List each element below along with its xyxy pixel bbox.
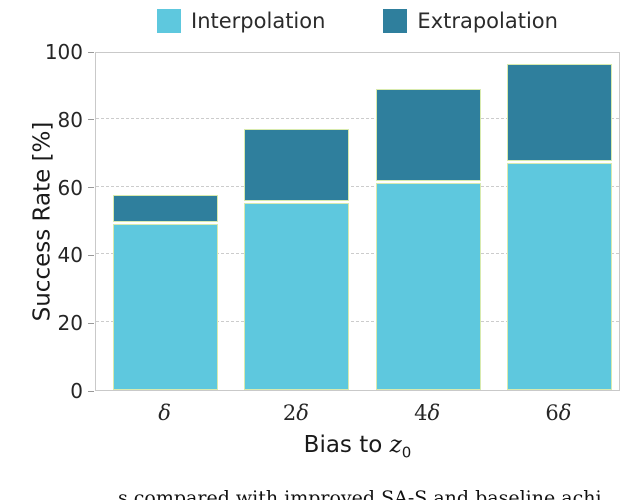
y-axis-title: Success Rate [%] <box>29 121 56 322</box>
gridline-y60 <box>96 185 619 187</box>
chart-legend: Interpolation Extrapolation <box>95 4 620 38</box>
y-tick-mark <box>88 187 94 188</box>
gridline-y20 <box>96 321 619 323</box>
x-axis-title-variable: z <box>389 432 402 458</box>
y-tick-mark <box>88 391 94 392</box>
x-tick-label: δ <box>158 401 171 425</box>
x-axis-title-text: Bias to <box>303 432 390 458</box>
plot-area <box>95 52 620 391</box>
y-tick-mark <box>88 52 94 53</box>
bar-4δ-extrapolation-segment <box>376 89 481 181</box>
x-axis-title-subscript: 0 <box>401 443 412 462</box>
y-tick-mark <box>88 323 94 324</box>
caption-fragment: s compared with improved SA-S and baseli… <box>118 487 602 500</box>
extrapolation-swatch-icon <box>383 9 408 33</box>
bar-2δ-interpolation-segment <box>244 203 349 390</box>
bar-δ-extrapolation-segment <box>113 195 218 222</box>
bar-2δ-extrapolation-segment <box>244 129 349 201</box>
y-tick-mark <box>88 119 94 120</box>
gridline-y40 <box>96 253 619 255</box>
bar-δ-interpolation-segment <box>113 224 218 390</box>
y-tick-label: 0 <box>70 379 83 403</box>
y-tick-label: 100 <box>44 40 83 64</box>
x-tick-label: 4δ <box>414 401 441 425</box>
legend-label-interpolation: Interpolation <box>191 8 326 33</box>
y-tick-label: 60 <box>57 176 83 200</box>
y-tick-label: 40 <box>57 243 83 267</box>
bar-6δ-interpolation-segment <box>507 163 612 390</box>
gridline-y80 <box>96 117 619 119</box>
legend-label-extrapolation: Extrapolation <box>417 8 558 33</box>
x-tick-label: 6δ <box>545 401 572 425</box>
y-tick-mark <box>88 255 94 256</box>
x-axis-title: Bias to z0 <box>95 432 620 462</box>
y-tick-label: 80 <box>57 108 83 132</box>
bar-4δ-interpolation-segment <box>376 183 481 390</box>
x-tick-label: 2δ <box>282 401 309 425</box>
y-tick-label: 20 <box>57 311 83 335</box>
legend-item-extrapolation: Extrapolation <box>383 9 558 33</box>
interpolation-swatch-icon <box>157 9 182 33</box>
bar-6δ-extrapolation-segment <box>507 64 612 161</box>
legend-item-interpolation: Interpolation <box>157 9 325 33</box>
